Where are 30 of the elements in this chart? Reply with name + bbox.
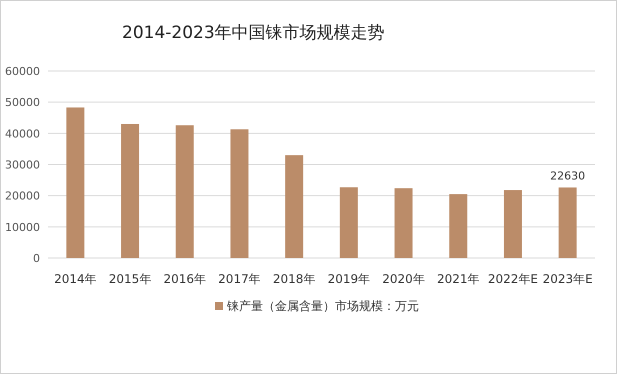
bar	[558, 187, 577, 258]
bar	[176, 125, 194, 258]
y-tick-label: 30000	[5, 158, 40, 172]
legend-label: 铼产量（金属含量）市场规模：万元	[226, 299, 419, 313]
bar	[66, 107, 84, 258]
bar	[449, 194, 468, 258]
x-tick-label: 2016年	[163, 272, 206, 286]
bar	[340, 187, 358, 258]
x-tick-label: 2020年	[382, 272, 425, 286]
x-tick-label: 2015年	[108, 272, 152, 286]
x-tick-label: 2022年E	[488, 272, 538, 286]
x-tick-label: 2023年E	[542, 272, 593, 286]
y-tick-label: 10000	[5, 220, 40, 234]
y-tick-label: 20000	[5, 190, 40, 203]
y-tick-label: 0	[33, 252, 40, 265]
x-tick-label: 2021年	[436, 272, 480, 286]
y-tick-label: 40000	[5, 127, 40, 140]
x-tick-label: 2014年	[54, 272, 97, 286]
x-tick-label: 2018年	[272, 272, 316, 286]
data-label: 22630	[550, 169, 586, 182]
x-tick-label: 2019年	[328, 272, 370, 286]
bar	[285, 155, 304, 258]
bar	[121, 124, 140, 258]
chart-title: 2014-2023年中国铼市场规模走势	[122, 23, 385, 43]
bar	[230, 129, 248, 258]
y-tick-label: 60000	[5, 65, 40, 78]
bar	[504, 190, 522, 258]
bar	[394, 188, 413, 258]
x-tick-label: 2017年	[218, 272, 261, 286]
y-tick-label: 50000	[5, 96, 40, 110]
